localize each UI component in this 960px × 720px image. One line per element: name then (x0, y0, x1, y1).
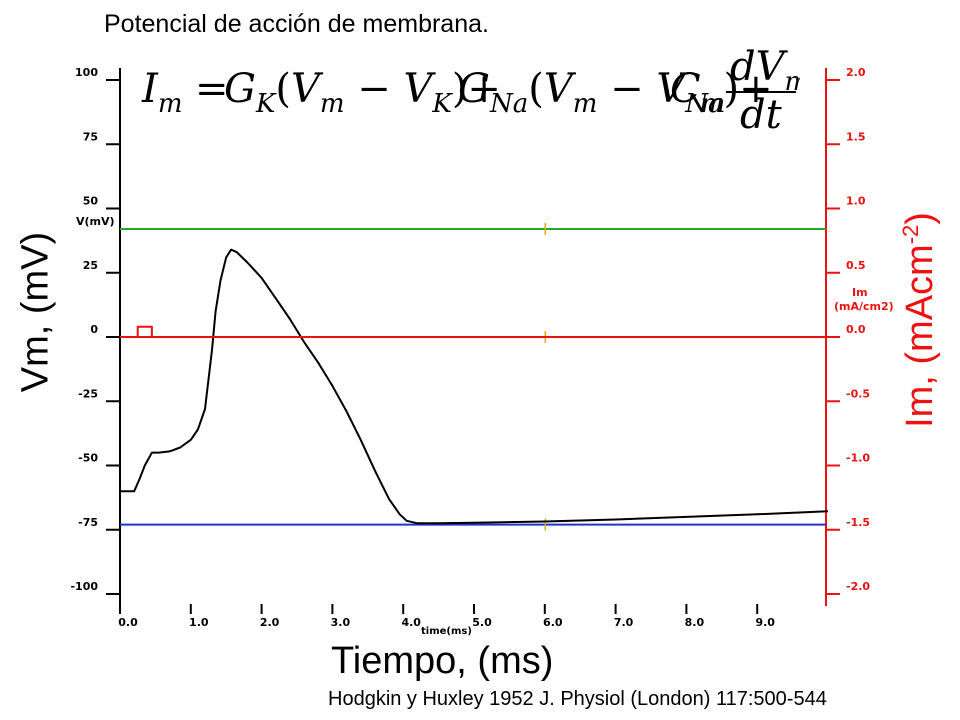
x-axis-tick-label: 0.0 (118, 616, 138, 629)
left-axis-tick-label: 100 (75, 66, 98, 79)
left-axis-tick-label: 75 (83, 130, 98, 143)
current-trace (120, 325, 828, 338)
left-axis-tick-label: -75 (78, 516, 98, 529)
chart-title: Potencial de acción de membrana. (104, 10, 489, 38)
x-axis-tick-label: 5.0 (472, 616, 492, 629)
right-axis-tick-label: -2.0 (846, 580, 870, 593)
x-axis-tick-label: 2.0 (260, 616, 280, 629)
right-axis-small-label: (mA/cm2) (834, 300, 894, 313)
x-axis-tick-label: 1.0 (189, 616, 209, 629)
voltage-trace (120, 248, 829, 525)
left-axis-tick-label: -25 (78, 387, 98, 400)
right-axis-tick-label: -1.5 (846, 516, 870, 529)
left-axis-tick-label: 50 (83, 195, 99, 208)
hodgkin-huxley-equation: Im = GK(Vm − VK)+ GNa(Vm − VNa)+ Cm dVm … (141, 44, 800, 132)
x-axis-label: Tiempo, (ms) (331, 640, 554, 682)
right-axis-tick-label: -0.5 (846, 387, 870, 400)
x-axis-tick-label: 6.0 (543, 616, 563, 629)
eq-numerator: dVm (730, 44, 800, 97)
citation: Hodgkin y Huxley 1952 J. Physiol (London… (328, 688, 827, 710)
left-axis-tick-label: -100 (70, 580, 98, 593)
right-axis-tick-label: 1.5 (846, 130, 866, 143)
right-axis-small-label: Im (852, 286, 868, 299)
left-axis-small-label: V(mV) (76, 215, 115, 228)
x-axis-tick-label: 3.0 (331, 616, 351, 629)
eq-denominator: dt (740, 92, 783, 132)
y-axis-label-left: Vm, (mV) (14, 231, 57, 393)
eq-term-na: GNa(Vm − VNa)+ (458, 66, 773, 119)
x-axis-tick-label: 9.0 (755, 616, 775, 629)
right-axis-tick-label: -1.0 (846, 452, 870, 465)
eq-lhs: Im (141, 66, 182, 119)
eq-equals: = (195, 66, 229, 112)
x-axis-tick-label: 7.0 (614, 616, 634, 629)
left-axis-tick-label: 0 (90, 323, 98, 336)
right-axis-tick-label: 1.0 (846, 195, 866, 208)
x-axis-tick-label: 8.0 (685, 616, 705, 629)
left-axis-tick-label: 25 (83, 259, 98, 272)
right-axis-tick-label: 0.0 (846, 323, 866, 336)
y-axis-label-right: Im, (mAcm-2) (898, 212, 941, 428)
x-axis-tick-label: 4.0 (401, 616, 421, 629)
x-axis-small-label: time(ms) (421, 626, 472, 637)
right-axis-tick-label: 2.0 (846, 66, 866, 79)
eq-capacitance: Cm (670, 66, 725, 119)
eq-term-k: GK(Vm − VK)+ (224, 66, 501, 119)
left-axis-tick-label: -50 (78, 452, 98, 465)
right-axis-tick-label: 0.5 (846, 259, 866, 272)
